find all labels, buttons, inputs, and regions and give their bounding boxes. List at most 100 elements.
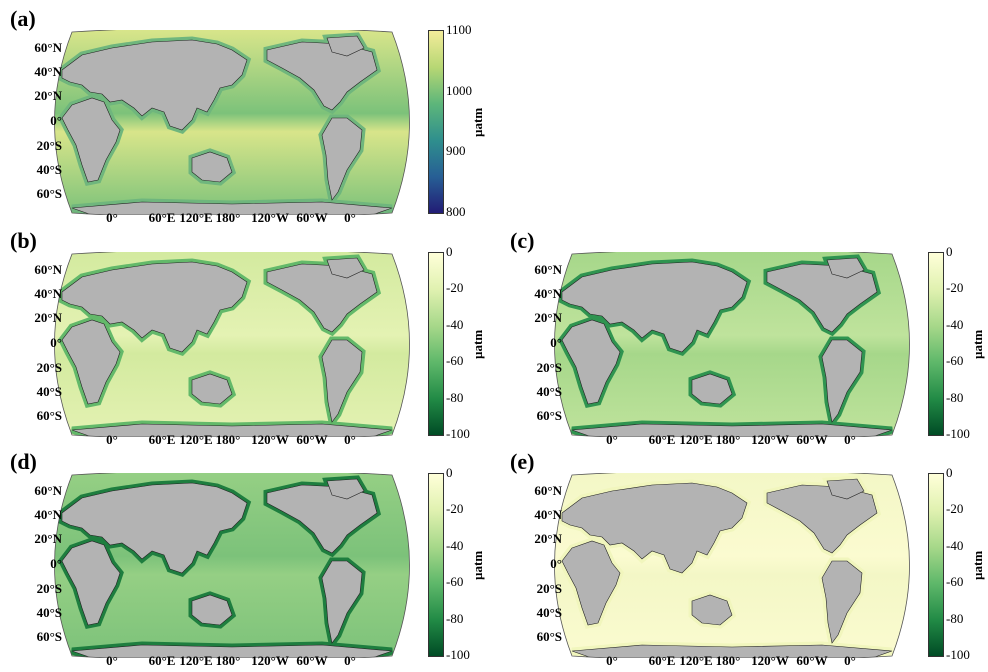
land-greenland	[826, 478, 865, 500]
lon-tick-label: 60°E	[648, 432, 676, 447]
panel-label: (e)	[510, 449, 535, 474]
lon-tick-label: 0°	[606, 432, 618, 447]
map-plot	[554, 252, 910, 437]
lat-tick-label: 40°S	[36, 605, 62, 620]
lat-tick-label: 40°N	[34, 286, 62, 301]
colorbar-tick-label: -60	[946, 353, 964, 369]
colorbar-tick-label: -40	[446, 316, 464, 332]
colorbar-tick-label: 900	[446, 143, 466, 159]
colorbar-unit-label: µatm	[470, 107, 485, 137]
land-antarctica	[71, 423, 393, 437]
lon-tick-label: 180°	[215, 210, 241, 225]
lon-tick-label: 60°W	[796, 653, 828, 668]
colorbar	[428, 30, 444, 214]
land-asia_europe	[61, 482, 248, 574]
lat-tick-label: 60°N	[534, 483, 562, 498]
colorbar-tick-label: -20	[946, 280, 964, 296]
lon-tick-label: 0°	[844, 432, 856, 447]
colorbar	[928, 473, 944, 657]
lon-tick-label: 0°	[844, 653, 856, 668]
lat-tick-label: 60°N	[34, 40, 62, 55]
map-plot	[54, 252, 410, 437]
panel-e: (e) 60°N 40°N 20°N 0° 20°S 40°S 60°S 0° 60°E 120°E…	[500, 443, 985, 668]
colorbar-tick-label: -100	[946, 647, 970, 662]
lon-tick-label: 60°E	[648, 653, 676, 668]
land-antarctica	[571, 644, 893, 658]
colorbar-tick-label: 1000	[446, 82, 472, 98]
land-asia_europe	[561, 482, 748, 574]
lon-tick-label: 60°W	[296, 653, 328, 668]
lon-tick-label: 120°W	[251, 210, 289, 225]
land-australia	[191, 594, 233, 626]
lon-tick-label: 0°	[344, 432, 356, 447]
land-africa	[61, 319, 121, 405]
land-greenland	[326, 478, 365, 500]
lon-tick-label: 180°	[215, 653, 241, 668]
colorbar-tick-label: -80	[446, 389, 464, 405]
panel-label: (d)	[10, 449, 37, 474]
land-africa	[61, 97, 121, 183]
colorbar-tick-label: 0	[946, 244, 953, 259]
land-s_america	[821, 560, 863, 644]
map-plot	[54, 473, 410, 658]
land-australia	[191, 373, 233, 405]
land-australia	[691, 594, 733, 626]
lat-tick-label: 40°S	[36, 162, 62, 177]
colorbar-tick-label: -80	[946, 389, 964, 405]
lat-tick-label: 60°S	[36, 408, 62, 423]
colorbar-unit-label: µatm	[970, 550, 985, 580]
panel-label: (b)	[10, 228, 37, 253]
lon-tick-label: 180°	[715, 653, 741, 668]
lat-tick-label: 20°S	[536, 581, 562, 596]
lat-tick-label: 20°S	[36, 581, 62, 596]
lat-tick-label: 60°S	[536, 408, 562, 423]
lon-tick-label: 0°	[606, 653, 618, 668]
land-asia_europe	[61, 39, 248, 131]
land-greenland	[826, 257, 865, 279]
panel-b: (b) 60°N 40°N 20°N 0° 20°S 40°S 60°S 0° 60°E 120°E…	[0, 222, 485, 447]
lat-tick-label: 40°S	[536, 384, 562, 399]
land-asia_europe	[61, 261, 248, 353]
land-s_america	[321, 339, 363, 423]
lat-tick-label: 20°S	[36, 138, 62, 153]
lat-tick-label: 40°N	[534, 286, 562, 301]
lat-tick-label: 20°N	[534, 310, 562, 325]
lon-tick-label: 60°W	[296, 210, 328, 225]
colorbar-tick-label: -40	[446, 537, 464, 553]
lon-tick-label: 60°W	[296, 432, 328, 447]
lon-tick-label: 120°E	[179, 653, 213, 668]
map-frame	[54, 473, 410, 658]
lat-tick-label: 40°N	[34, 507, 62, 522]
map-frame	[554, 473, 910, 658]
land-greenland	[326, 35, 365, 57]
panel-label: (a)	[10, 6, 36, 31]
lon-tick-label: 60°E	[148, 210, 176, 225]
lon-tick-label: 120°E	[679, 432, 713, 447]
land-greenland	[326, 257, 365, 279]
map-frame	[54, 252, 410, 437]
lat-tick-label: 0°	[50, 335, 62, 350]
lat-tick-label: 60°S	[36, 629, 62, 644]
panel-a: (a) 60°N 40°N 20°N 0° 20°S 40°S 60°S 0° 60°E 120°E…	[0, 0, 485, 225]
colorbar-tick-label: 0	[446, 465, 453, 480]
lat-tick-label: 0°	[550, 335, 562, 350]
lat-tick-label: 60°S	[536, 629, 562, 644]
colorbar-tick-label: -60	[946, 574, 964, 590]
lat-tick-label: 60°N	[534, 262, 562, 277]
colorbar-tick-label: 0	[946, 465, 953, 480]
lon-tick-label: 60°W	[796, 432, 828, 447]
lat-tick-label: 40°S	[536, 605, 562, 620]
lat-tick-label: 40°S	[36, 384, 62, 399]
lon-tick-label: 0°	[106, 210, 118, 225]
lat-tick-label: 40°N	[534, 507, 562, 522]
lon-tick-label: 180°	[715, 432, 741, 447]
lon-tick-label: 120°E	[179, 432, 213, 447]
colorbar-unit-label: µatm	[970, 329, 985, 359]
colorbar	[428, 473, 444, 657]
lat-tick-label: 20°N	[34, 310, 62, 325]
land-africa	[61, 540, 121, 626]
lon-tick-label: 60°E	[148, 653, 176, 668]
land-s_america	[321, 117, 363, 201]
land-antarctica	[571, 423, 893, 437]
colorbar-tick-label: -20	[946, 501, 964, 517]
